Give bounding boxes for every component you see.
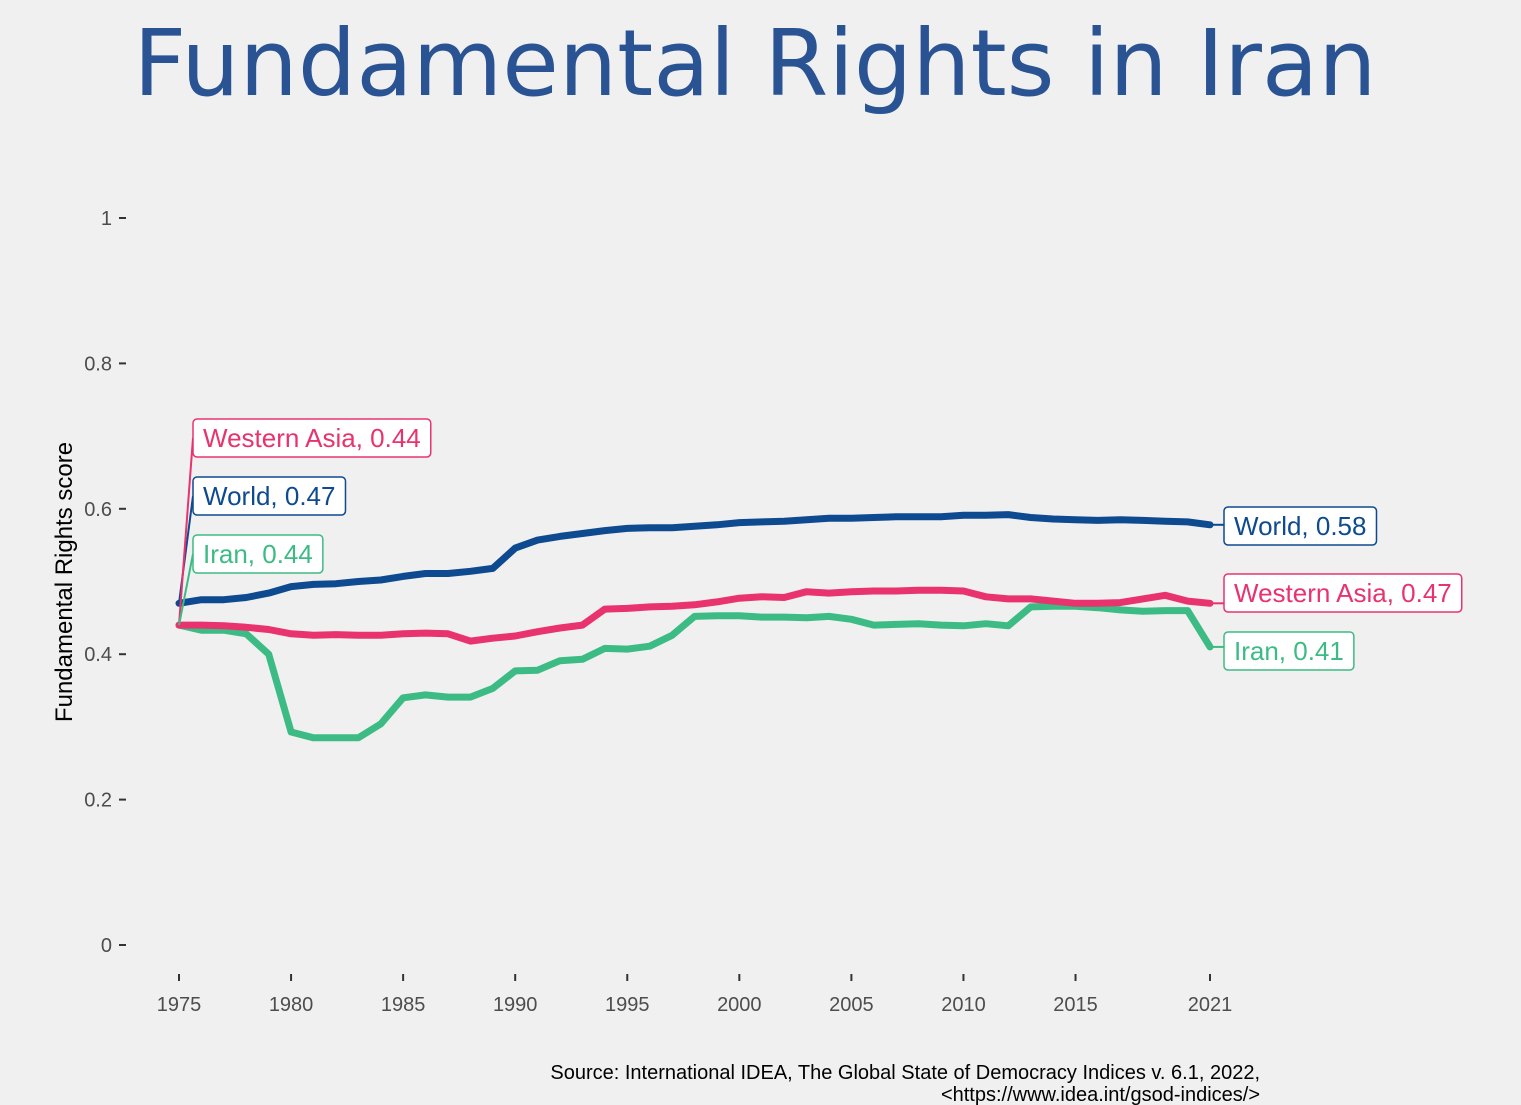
y-tick-label: 1: [101, 208, 112, 230]
y-tick-label: 0.6: [84, 499, 112, 521]
label-start-world: World, 0.47: [178, 476, 347, 604]
x-tick-label: 2000: [717, 994, 762, 1016]
x-tick-label: 2015: [1053, 994, 1098, 1016]
source-line-2: <https://www.idea.int/gsod-indices/>: [941, 1084, 1260, 1105]
label-box: [192, 418, 432, 458]
source-line-1: Source: International IDEA, The Global S…: [550, 1062, 1260, 1084]
x-tick-label: 1980: [269, 994, 314, 1016]
label-box: [1223, 631, 1355, 671]
label-start-iran: Iran, 0.44: [178, 534, 324, 626]
x-tick-label: 1975: [157, 994, 202, 1016]
series-line-world: [175, 511, 1214, 607]
label-text: World, 0.47: [203, 481, 335, 511]
y-axis-title: Fundamental Rights score: [51, 442, 78, 722]
series-line-western-asia: [175, 586, 1214, 645]
label-leader: [178, 437, 194, 626]
x-tick-label: 2010: [941, 994, 986, 1016]
label-box: [1223, 573, 1463, 613]
y-axis: 0 0.2 0.4 0.6 0.8 1: [84, 208, 126, 957]
x-tick-label: 1990: [493, 994, 538, 1016]
label-text: Western Asia, 0.47: [1234, 578, 1452, 608]
x-tick-label: 1995: [605, 994, 650, 1016]
y-tick-label: 0.4: [84, 644, 112, 666]
x-tick-label: 2021: [1188, 994, 1233, 1016]
series-labels: World, 0.47 World, 0.58 Western Asia, 0.44…: [178, 418, 1463, 671]
y-tick-label: 0: [101, 935, 112, 957]
label-end-world: World, 0.58: [1210, 506, 1378, 546]
label-end-iran: Iran, 0.41: [1210, 631, 1355, 671]
label-box: [192, 476, 347, 516]
y-tick-label: 0.2: [84, 790, 112, 812]
series-lines: [175, 511, 1214, 742]
label-text: Iran, 0.44: [203, 539, 313, 569]
x-tick-label: 2005: [829, 994, 874, 1016]
x-tick-label: 1985: [381, 994, 426, 1016]
label-text: World, 0.58: [1234, 511, 1366, 541]
label-start-western-asia: Western Asia, 0.44: [178, 418, 432, 626]
label-text: Iran, 0.41: [1234, 636, 1344, 666]
x-axis: 1975 1980 1985 1990 1995 2000 2005 2010 2015 2021: [157, 974, 1233, 1016]
chart-title: Fundamental Rights in Iran: [133, 10, 1376, 117]
label-box: [192, 534, 324, 574]
series-line-iran: [175, 602, 1214, 742]
label-box: [1223, 506, 1378, 546]
label-end-western-asia: Western Asia, 0.47: [1210, 573, 1463, 613]
label-text: Western Asia, 0.44: [203, 423, 421, 453]
y-tick-label: 0.8: [84, 353, 112, 375]
label-leader: [178, 553, 194, 626]
